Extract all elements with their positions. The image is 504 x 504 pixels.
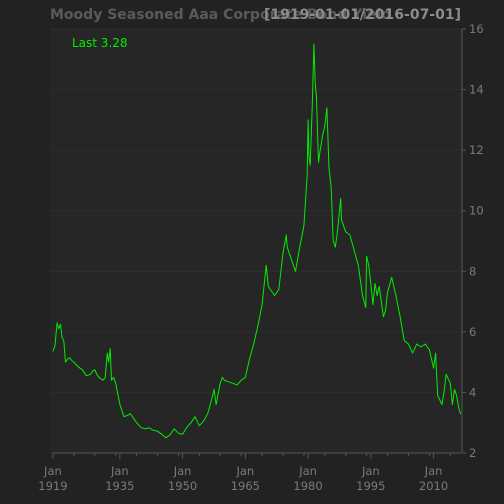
x-tick-label-year: 1919 xyxy=(38,479,67,493)
x-tick-label-month: Jan xyxy=(173,464,192,478)
x-tick-label-year: 1935 xyxy=(105,479,134,493)
x-axis: Jan1919Jan1935Jan1950Jan1965Jan1980Jan19… xyxy=(38,452,461,493)
chart-title: Moody Seasoned Aaa Corporate Bond Yield xyxy=(50,7,391,23)
x-tick-label-month: Jan xyxy=(361,464,380,478)
x-tick-label-month: Jan xyxy=(43,464,62,478)
x-tick-label-month: Jan xyxy=(235,464,254,478)
y-tick-label: 14 xyxy=(469,83,484,97)
x-tick-label-month: Jan xyxy=(424,464,443,478)
x-tick-label-year: 1950 xyxy=(168,479,197,493)
x-tick-label-month: Jan xyxy=(298,464,317,478)
plot-panel xyxy=(50,29,462,453)
chart-date-range: [1919-01-01/2016-07-01] xyxy=(264,7,461,23)
y-axis: 2 4 6 8 10 12 14 16 xyxy=(461,22,484,460)
y-tick-label: 10 xyxy=(469,204,484,218)
y-tick-label: 2 xyxy=(469,446,476,460)
series-line xyxy=(52,43,462,439)
x-tick-label-year: 1980 xyxy=(293,479,322,493)
y-tick-label: 6 xyxy=(469,325,476,339)
legend-last-value: Last 3.28 xyxy=(72,36,128,50)
x-tick-label-month: Jan xyxy=(110,464,129,478)
y-tick-label: 16 xyxy=(469,22,484,36)
x-tick-label-year: 2010 xyxy=(419,479,448,493)
y-tick-label: 8 xyxy=(469,264,476,278)
x-tick-label-year: 1965 xyxy=(231,479,260,493)
x-tick-label-year: 1995 xyxy=(356,479,385,493)
y-tick-label: 12 xyxy=(469,143,484,157)
y-tick-label: 4 xyxy=(469,385,476,399)
